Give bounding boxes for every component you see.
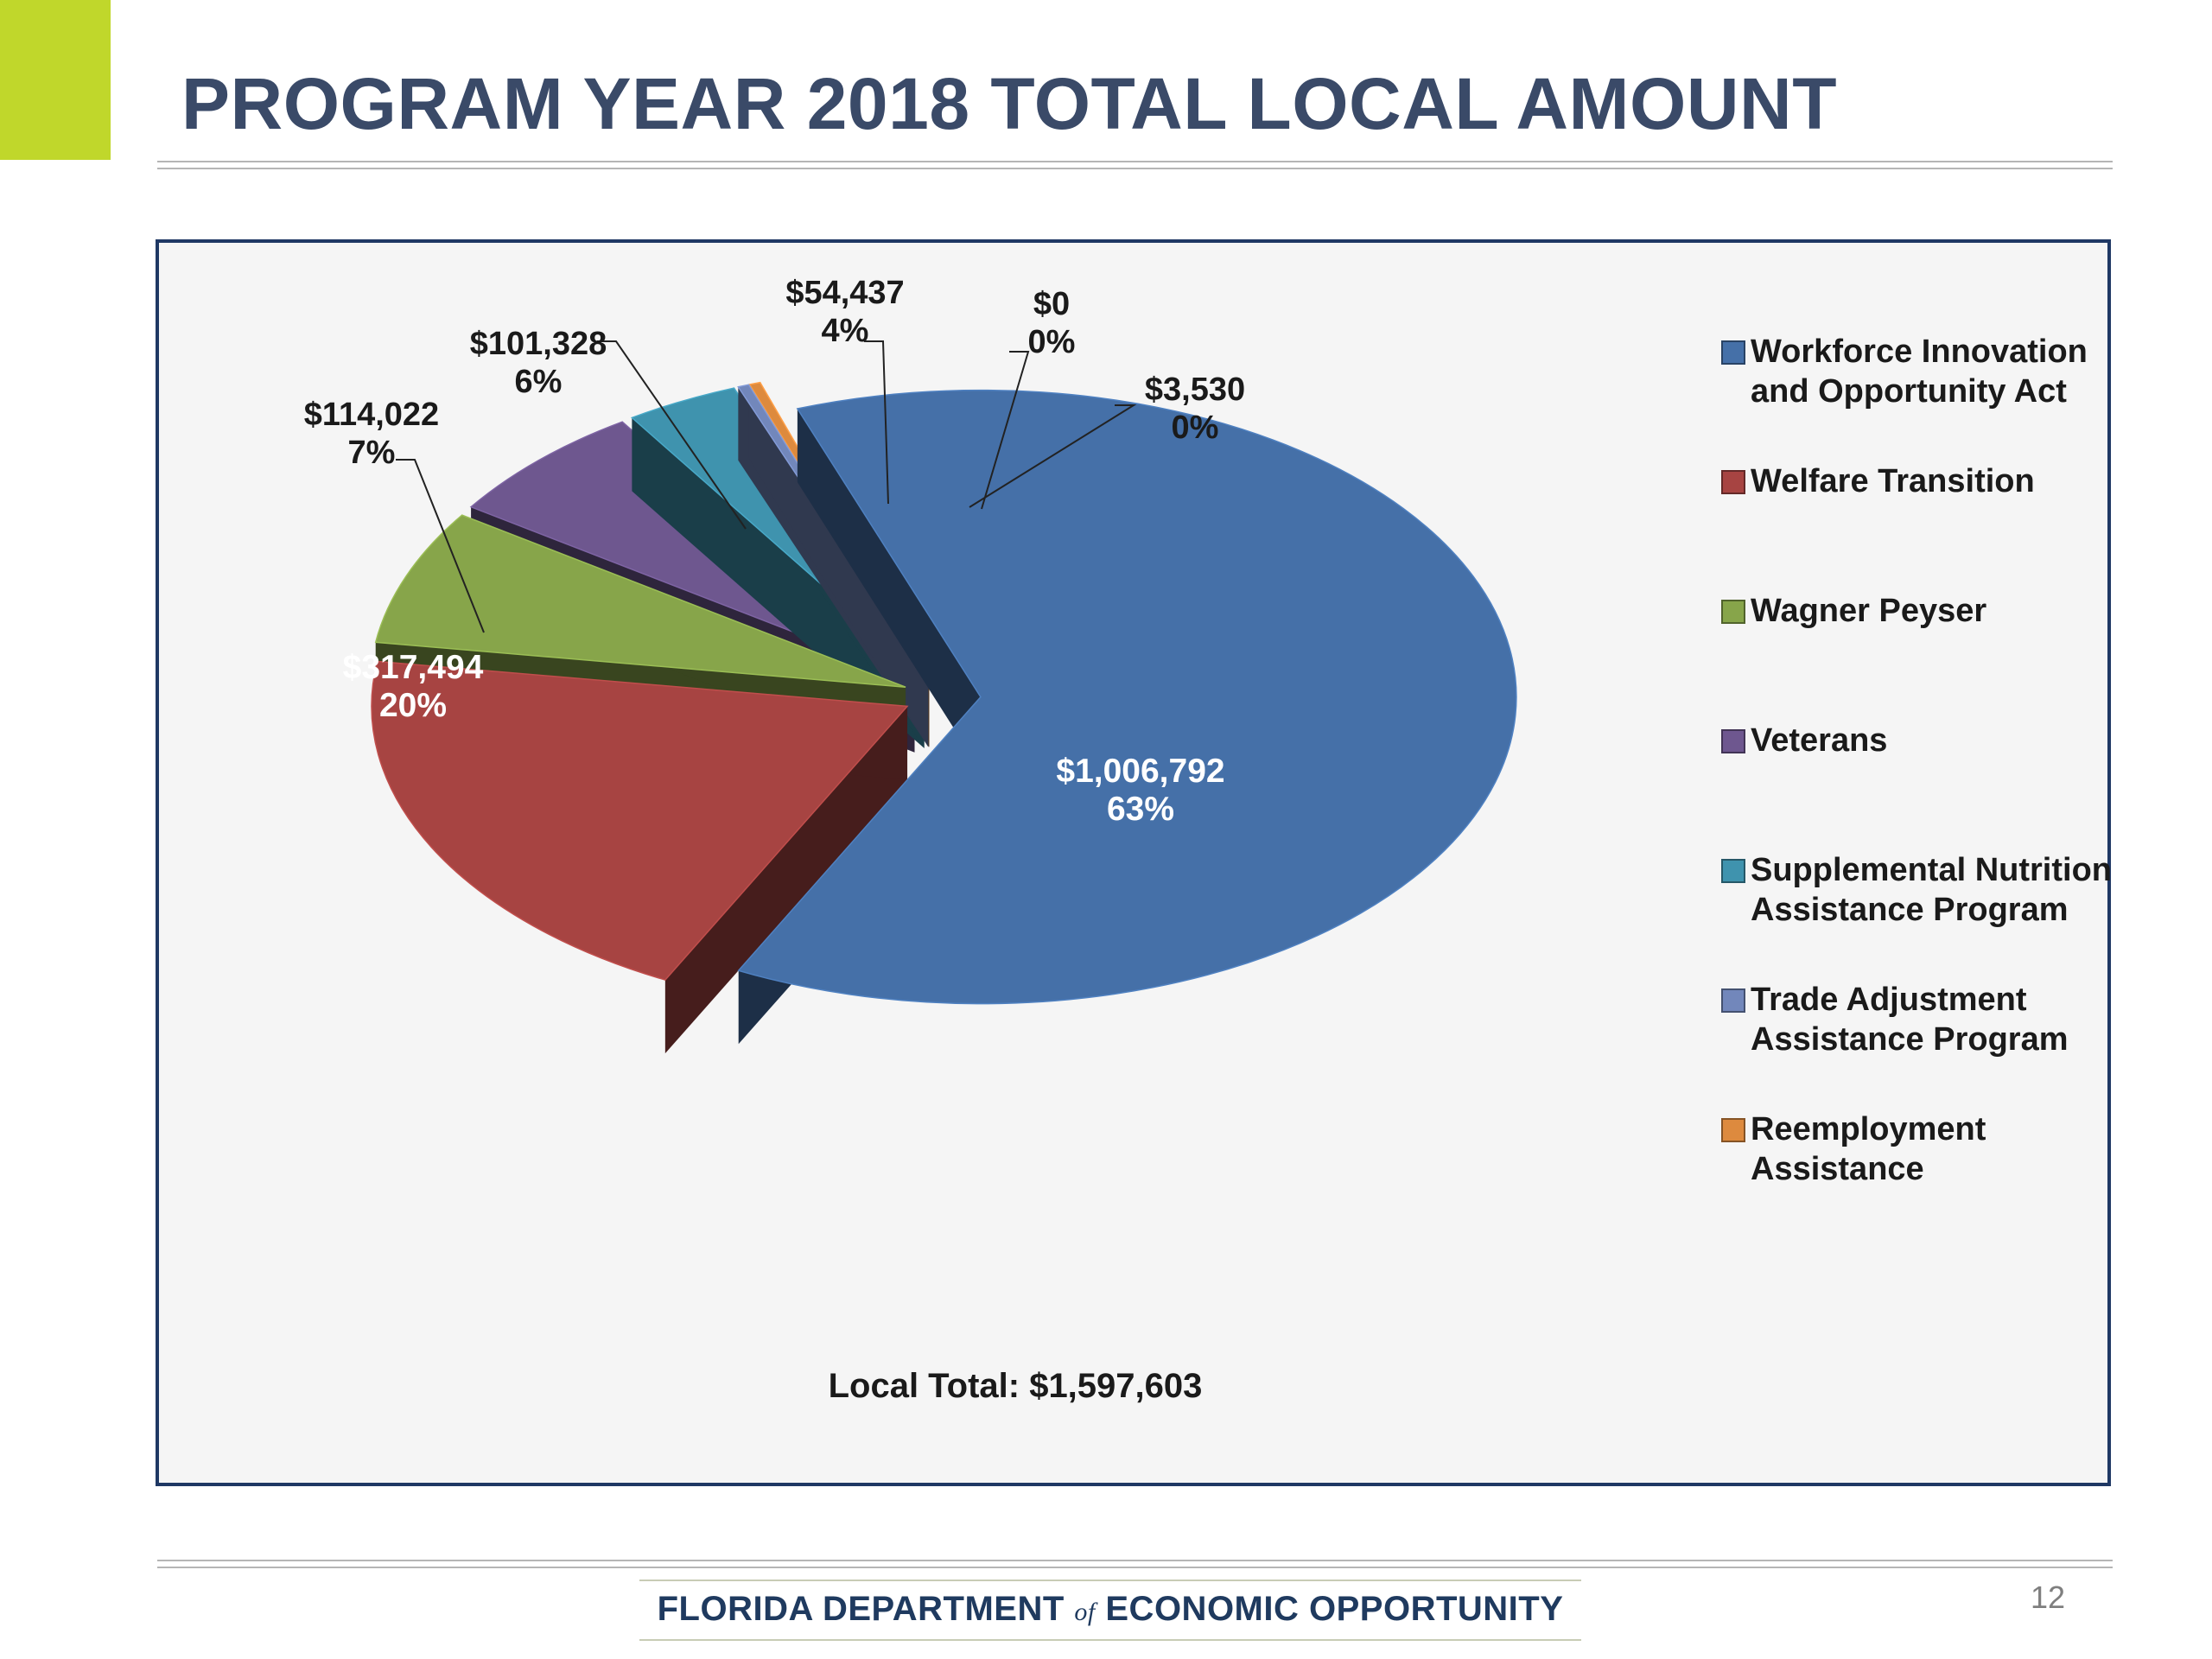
legend-label: Welfare Transition [1751,463,2035,499]
page-title: PROGRAM YEAR 2018 TOTAL LOCAL AMOUNT [181,63,1837,144]
legend-swatch [1721,340,1745,365]
leader-line [864,340,889,505]
legend-item-veterans: Veterans [1721,722,1887,759]
local-total-label: Local Total: $1,597,603 [829,1367,1203,1405]
footer-logo: FLORIDA DEPARTMENT of ECONOMIC OPPORTUNI… [639,1580,1581,1641]
leader-line [981,351,1030,510]
leader-line [597,340,747,530]
legend-swatch [1721,859,1745,883]
legend-label: Reemployment [1751,1111,1986,1147]
title-divider [157,161,2113,169]
footer-org-of: of [1074,1598,1096,1626]
legend-swatch [1721,988,1745,1013]
legend-swatch [1721,600,1745,624]
legend-swatch [1721,729,1745,753]
value-label: $0 [1033,286,1070,322]
legend-label: Assistance [1751,1151,1924,1187]
percent-label: 0% [1028,324,1076,360]
page-number: 12 [2030,1580,2065,1615]
slice-welfare-transition [371,660,909,1054]
legend-label: Assistance Program [1751,1021,2069,1058]
legend-item-snap: Supplemental Nutrition Assistance Program [1721,852,2112,928]
data-label-trade-adjustment: $00% [1028,286,1076,360]
slice-wioa [737,389,1517,1045]
value-label: $1,006,792 [1056,753,1224,790]
leader-line [396,459,485,633]
percent-label: 6% [515,364,563,400]
footer-org-part2: ECONOMIC OPPORTUNITY [1105,1590,1564,1628]
legend-item-wagner-peyser: Wagner Peyser [1721,593,1986,629]
value-label: $101,328 [470,326,607,362]
accent-block [0,0,111,160]
value-label: $3,530 [1145,372,1245,408]
footer-org-part1: FLORIDA DEPARTMENT [657,1590,1065,1628]
leader-line [969,404,1137,508]
value-label: $317,494 [343,649,484,686]
legend-label: Supplemental Nutrition [1751,852,2112,888]
value-label: $54,437 [785,275,904,311]
footer-divider [157,1560,2113,1568]
legend-label: and Opportunity Act [1751,373,2067,410]
percent-label: 7% [348,435,396,471]
legend-label: Workforce Innovation [1751,334,2088,370]
percent-label: 0% [1172,410,1219,446]
legend-item-welfare-transition: Welfare Transition [1721,463,2035,499]
legend-label: Veterans [1751,722,1887,759]
legend-swatch [1721,1118,1745,1142]
legend-label: Assistance Program [1751,892,2069,928]
percent-label: 20% [379,687,447,724]
legend-item-reemployment: Reemployment Assistance [1721,1111,1986,1187]
legend-label: Wagner Peyser [1751,593,1986,629]
percent-label: 63% [1107,791,1174,828]
percent-label: 4% [822,313,869,349]
value-label: $114,022 [304,397,439,433]
legend-swatch [1721,470,1745,494]
legend-label: Trade Adjustment [1751,982,2027,1018]
